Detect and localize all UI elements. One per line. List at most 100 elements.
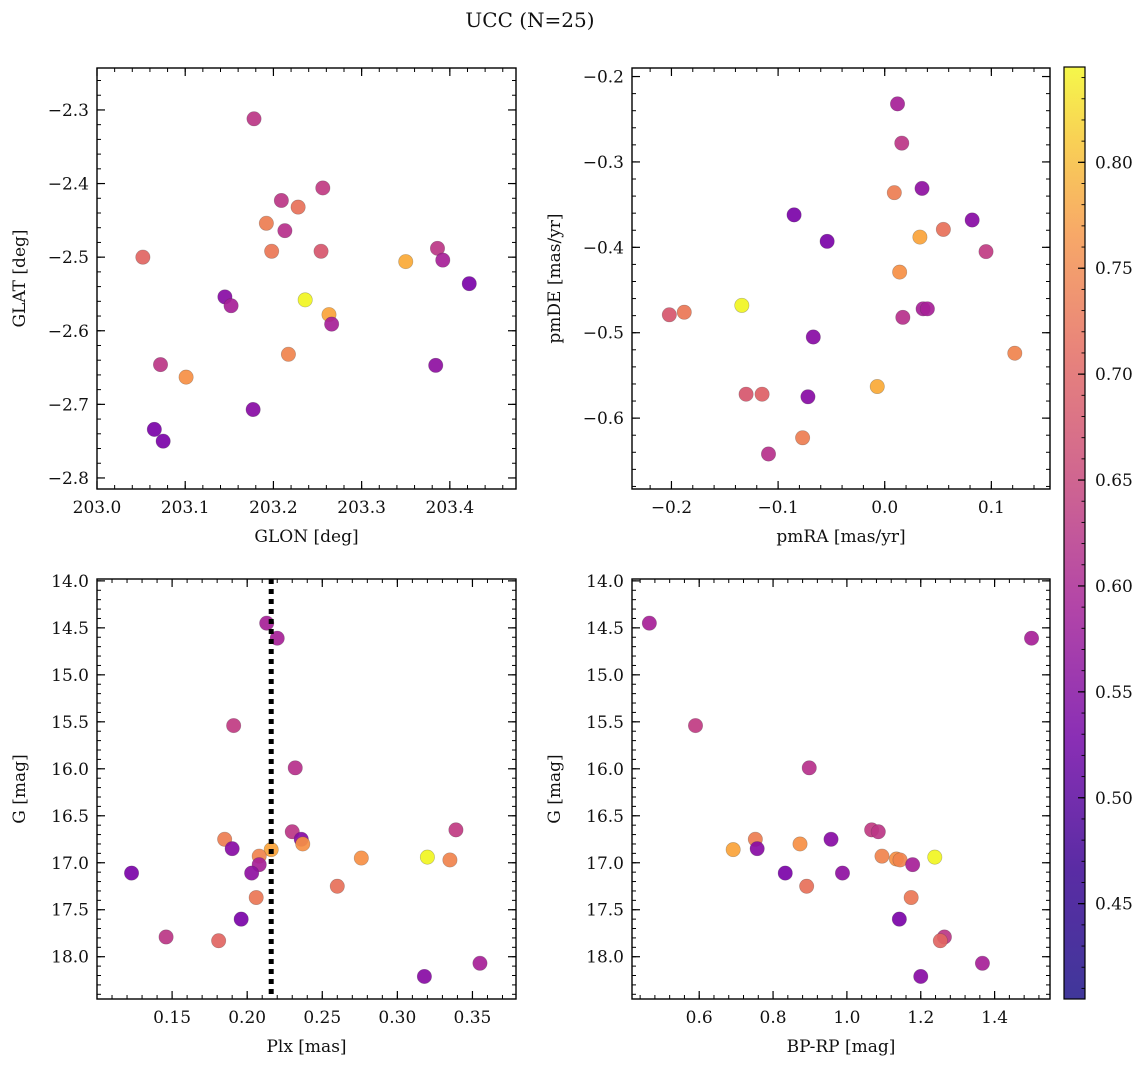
x-tick-label: 0.8	[760, 1008, 787, 1028]
x-tick-label: 203.4	[426, 498, 475, 518]
data-point	[135, 249, 151, 265]
data-point	[353, 850, 369, 866]
data-point	[799, 878, 815, 894]
colorbar-tick-label: 0.55	[1095, 683, 1133, 703]
data-point	[886, 185, 902, 201]
colorbar-tick-label: 0.75	[1095, 259, 1133, 279]
data-point	[913, 968, 929, 984]
y-axis-label: G [mag]	[10, 754, 30, 823]
y-tick-label: 16.5	[586, 807, 624, 827]
data-point	[895, 309, 911, 325]
data-point	[472, 955, 488, 971]
colorbar-tick-label: 0.60	[1095, 577, 1133, 597]
panel-pmra-pmde: −0.2 −0.1 0.0 0.1 −0.6 −0.5 −0.4 −0.3 −0.2 pmRA […	[545, 67, 1051, 547]
x-tick-label: 0.15	[153, 1008, 191, 1028]
colorbar-tick-label: 0.65	[1095, 471, 1133, 491]
x-tick-label: 203.3	[337, 498, 386, 518]
x-tick-label: 203.0	[73, 498, 122, 518]
y-tick-label: 14.0	[586, 572, 624, 592]
data-point	[324, 316, 340, 332]
data-point	[223, 298, 239, 314]
y-tick-label: 18.0	[586, 948, 624, 968]
data-point	[974, 955, 990, 971]
data-point	[927, 849, 943, 865]
data-point	[158, 929, 174, 945]
data-point	[777, 865, 793, 881]
y-tick-label: 17.0	[51, 854, 89, 874]
data-point	[978, 244, 994, 260]
y-tick-label: −2.6	[48, 322, 89, 342]
y-tick-label: 18.0	[51, 948, 89, 968]
data-point	[890, 96, 906, 112]
data-point	[792, 836, 808, 852]
data-layer	[124, 615, 488, 984]
data-point	[754, 386, 770, 402]
y-tick-label: 17.0	[586, 854, 624, 874]
data-point	[903, 890, 919, 906]
data-point	[124, 865, 140, 881]
y-tick-label: 14.5	[586, 619, 624, 639]
y-tick-label: −2.5	[48, 248, 89, 268]
data-point	[155, 433, 171, 449]
x-tick-label: 1.2	[907, 1008, 934, 1028]
data-point	[688, 718, 704, 734]
x-axis-label: Plx [mas]	[266, 1037, 346, 1057]
x-axis-label: GLON [deg]	[254, 527, 358, 547]
data-layer	[135, 111, 477, 449]
data-point	[435, 252, 451, 268]
y-tick-label: −0.4	[583, 238, 624, 258]
data-point	[461, 276, 477, 292]
data-point	[273, 192, 289, 208]
y-tick-label: −0.5	[583, 324, 624, 344]
data-point	[287, 760, 303, 776]
y-axis-label: GLAT [deg]	[10, 229, 30, 327]
y-tick-label: 16.0	[586, 760, 624, 780]
data-point	[416, 968, 432, 984]
y-tick-label: −0.3	[583, 153, 624, 173]
data-point	[725, 842, 741, 858]
data-point	[442, 852, 458, 868]
x-axis-label: BP-RP [mag]	[787, 1037, 896, 1057]
data-point	[313, 243, 329, 259]
data-point	[892, 852, 908, 868]
data-point	[734, 297, 750, 313]
data-point	[661, 307, 677, 323]
x-axis-label: pmRA [mas/yr]	[776, 527, 905, 547]
colorbar-tick-label: 0.50	[1095, 789, 1133, 809]
data-point	[290, 199, 306, 215]
axes-frame	[631, 578, 1051, 1000]
data-point	[912, 229, 928, 245]
colorbar: 0.45 0.50 0.55 0.60 0.65 0.70 0.75 0.80	[1063, 66, 1133, 1000]
x-tick-label: 1.4	[981, 1008, 1008, 1028]
data-point	[823, 831, 839, 847]
data-point	[211, 933, 227, 949]
panel-plx-g: 0.15 0.20 0.25 0.30 0.35 14.0 14.5 15.0 15.5 16.0…	[10, 572, 517, 1057]
data-point	[795, 430, 811, 446]
data-point	[226, 718, 242, 734]
data-point	[315, 180, 331, 196]
y-tick-label: −0.6	[583, 409, 624, 429]
data-point	[641, 615, 657, 631]
y-tick-label: −2.8	[48, 469, 89, 489]
y-tick-label: 15.0	[586, 666, 624, 686]
data-point	[224, 841, 240, 857]
data-layer	[641, 615, 1040, 984]
data-point	[398, 254, 414, 270]
data-point	[448, 822, 464, 838]
data-point	[869, 379, 885, 395]
panel-glon-glat: 203.0 203.1 203.2 203.3 203.4 −2.8 −2.7 −2.6 −2.…	[10, 67, 517, 547]
axes-frame	[96, 67, 517, 490]
x-tick-label: 0.35	[454, 1008, 492, 1028]
data-point	[233, 911, 249, 927]
data-point	[786, 207, 802, 223]
y-tick-label: 15.5	[51, 713, 89, 733]
data-point	[892, 264, 908, 280]
data-point	[178, 369, 194, 385]
data-point	[295, 836, 311, 852]
data-point	[870, 824, 886, 840]
data-point	[894, 135, 910, 151]
y-tick-label: 14.0	[51, 572, 89, 592]
panels: 203.0 203.1 203.2 203.3 203.4 −2.8 −2.7 −2.6 −2.…	[10, 67, 1051, 1057]
data-point	[280, 346, 296, 362]
